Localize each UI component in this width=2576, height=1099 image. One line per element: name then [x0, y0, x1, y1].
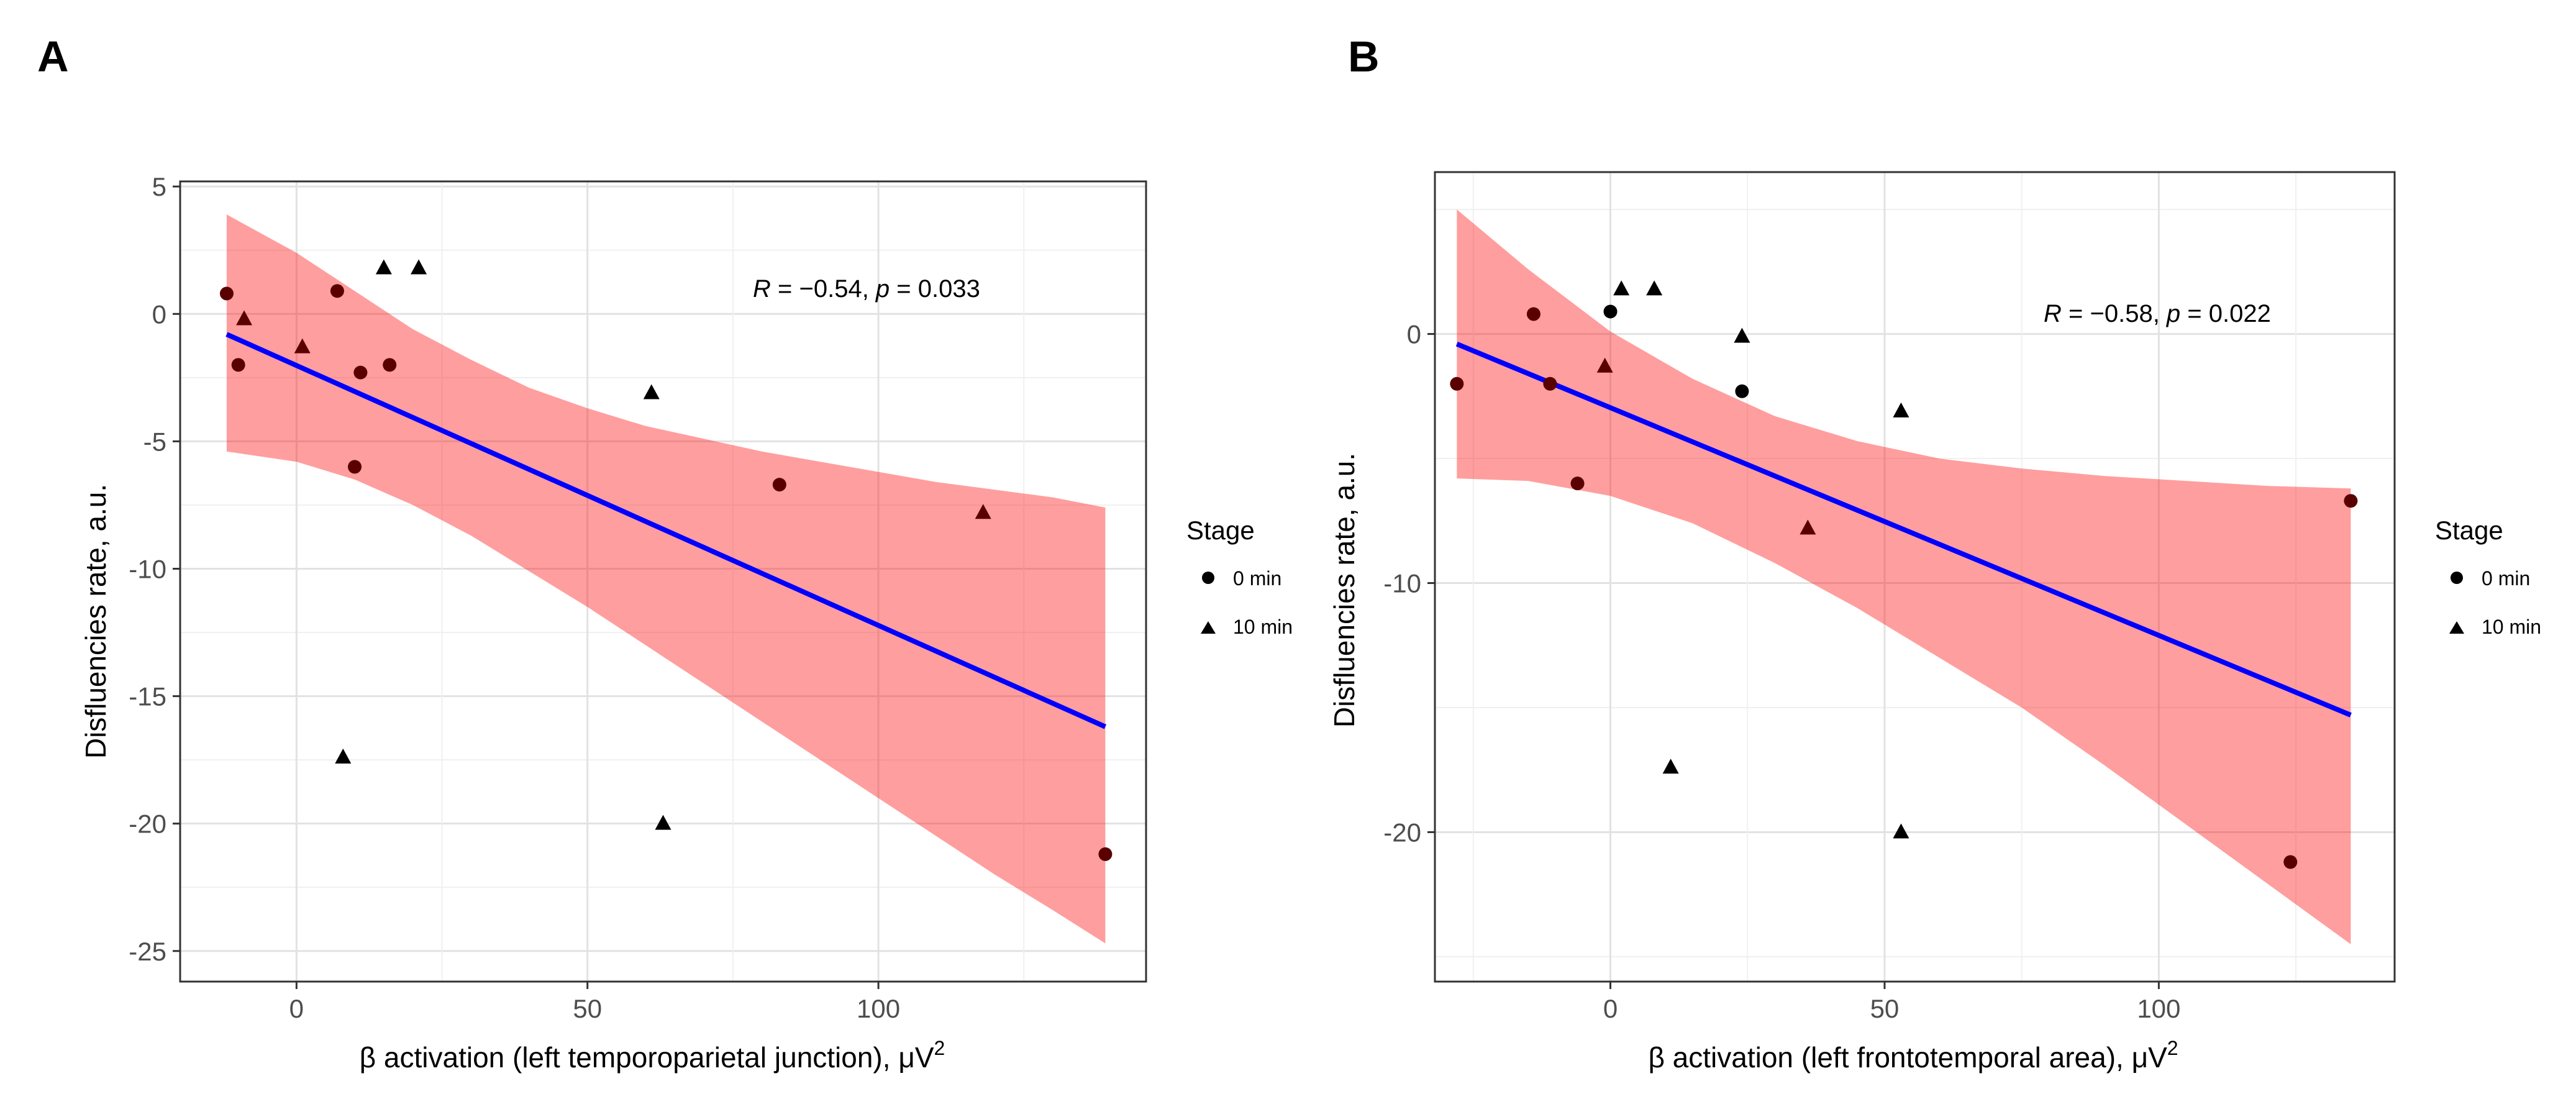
- data-point-triangle: [335, 749, 352, 764]
- data-point-triangle: [1646, 280, 1663, 296]
- points-b: [1450, 280, 2358, 869]
- y-axis-label-b: Disfluencies rate, a.u.: [1328, 453, 1360, 727]
- panel-label-b: B: [1348, 32, 1380, 81]
- x-axis-label-main-b: β activation (left frontotemporal area),…: [1648, 1041, 2167, 1074]
- y-axis-label-a: Disfluencies rate, a.u.: [80, 484, 112, 759]
- data-point-circle: [353, 365, 368, 380]
- legend-label-0min-b: 0 min: [2482, 567, 2530, 590]
- legend-label-0min-a: 0 min: [1233, 567, 1281, 590]
- y-tick-label: -10: [1383, 569, 1421, 598]
- data-point-triangle: [1893, 823, 1909, 839]
- data-point-circle: [1735, 384, 1749, 398]
- data-point-circle: [231, 358, 245, 372]
- y-tick-label: 0: [1407, 320, 1421, 349]
- panel-label-a: A: [37, 32, 69, 81]
- p-value-b: = 0.022: [2180, 300, 2271, 327]
- data-point-triangle: [1893, 402, 1909, 417]
- data-point-triangle: [236, 310, 253, 326]
- legend-key-triangle-b: [2449, 621, 2464, 634]
- x-tick-label: 50: [573, 994, 602, 1023]
- y-tick-label: 0: [152, 299, 166, 329]
- data-point-circle: [2283, 855, 2298, 869]
- data-point-circle: [219, 286, 234, 301]
- panel-a: A 50-5-10-15-20-25 0 50 100 R = −0.54, p =…: [37, 32, 1293, 1074]
- legend-key-triangle-a: [1201, 621, 1216, 634]
- r-label-b: R: [2044, 300, 2062, 327]
- legend-a: Stage 0 min 10 min: [1186, 516, 1293, 638]
- data-point-triangle: [294, 338, 311, 353]
- legend-key-circle-a: [1202, 572, 1214, 584]
- x-axis-label-b: β activation (left frontotemporal area),…: [1648, 1037, 2178, 1074]
- data-point-triangle: [1613, 280, 1630, 296]
- p-label-b: p: [2166, 300, 2180, 327]
- legend-title-b: Stage: [2435, 516, 2503, 545]
- x-tick-label: 100: [857, 994, 900, 1023]
- p-label-a: p: [875, 275, 890, 303]
- points-a: [219, 259, 1113, 861]
- stat-annotation-b: R = −0.58, p = 0.022: [2044, 300, 2271, 327]
- p-value-a: = 0.033: [890, 275, 980, 303]
- data-point-triangle: [975, 504, 991, 519]
- data-point-circle: [1098, 847, 1113, 861]
- regression-line-a: [225, 332, 1107, 729]
- legend-key-circle-b: [2451, 572, 2463, 584]
- data-point-triangle: [1596, 357, 1613, 373]
- regression-line-b: [1455, 341, 2352, 718]
- x-axis-label-main-a: β activation (left temporoparietal junct…: [360, 1041, 934, 1074]
- stat-annotation-a: R = −0.54, p = 0.033: [753, 275, 980, 303]
- y-tick-label: -15: [129, 682, 166, 711]
- r-value-a: = −0.54,: [771, 275, 876, 303]
- r-value-b: = −0.58,: [2062, 300, 2167, 327]
- data-point-circle: [1543, 376, 1557, 391]
- data-point-triangle: [655, 814, 671, 830]
- data-point-triangle: [411, 259, 427, 275]
- data-point-triangle: [643, 384, 660, 399]
- x-ticks-a: 0 50 100: [289, 982, 900, 1023]
- x-axis-label-a: β activation (left temporoparietal junct…: [360, 1037, 945, 1074]
- r-label-a: R: [753, 275, 771, 303]
- y-tick-label: -10: [129, 554, 166, 583]
- data-point-circle: [1526, 307, 1541, 321]
- x-tick-label: 0: [289, 994, 304, 1023]
- y-ticks-a: 5 0 -5 -10 -15 -20 -25: [129, 172, 180, 966]
- legend-b: Stage 0 min 10 min: [2435, 516, 2541, 638]
- data-point-circle: [2344, 494, 2358, 508]
- data-point-circle: [348, 460, 362, 474]
- y-tick-label: -25: [129, 937, 166, 966]
- data-point-triangle: [1734, 327, 1750, 343]
- x-axis-label-sup-a: 2: [934, 1037, 945, 1059]
- plot-frame-b: [1434, 171, 2396, 983]
- plot-frame-a: [179, 180, 1147, 983]
- data-point-circle: [383, 358, 397, 372]
- data-point-triangle: [375, 259, 392, 275]
- legend-label-10min-b: 10 min: [2482, 616, 2541, 638]
- x-axis-label-sup-b: 2: [2167, 1037, 2178, 1059]
- y-tick-label: -5: [143, 427, 166, 456]
- y-ticks-b: 0 -10 -20: [1383, 320, 1435, 847]
- data-point-circle: [1570, 477, 1585, 491]
- y-tick-label: -20: [1383, 818, 1421, 847]
- data-point-circle: [1603, 304, 1618, 319]
- legend-label-10min-a: 10 min: [1233, 616, 1293, 638]
- data-point-triangle: [1800, 519, 1816, 535]
- data-point-circle: [330, 284, 344, 298]
- x-ticks-b: 0 50 100: [1603, 982, 2180, 1023]
- x-tick-label: 0: [1603, 994, 1618, 1023]
- panel-b: B 0 -10 -20 0 50 100 R = −0.58, p = 0.022 Di…: [1328, 32, 2541, 1074]
- data-point-triangle: [1662, 759, 1679, 774]
- grid-a: [180, 181, 1146, 982]
- data-point-circle: [1450, 376, 1464, 391]
- y-tick-label: 5: [152, 172, 166, 201]
- x-tick-label: 100: [2137, 994, 2180, 1023]
- confidence-band-b: [1457, 209, 2351, 944]
- x-tick-label: 50: [1870, 994, 1900, 1023]
- data-point-circle: [772, 478, 786, 492]
- confidence-band-a: [226, 214, 1106, 944]
- y-tick-label: -20: [129, 809, 166, 839]
- legend-title-a: Stage: [1186, 516, 1255, 545]
